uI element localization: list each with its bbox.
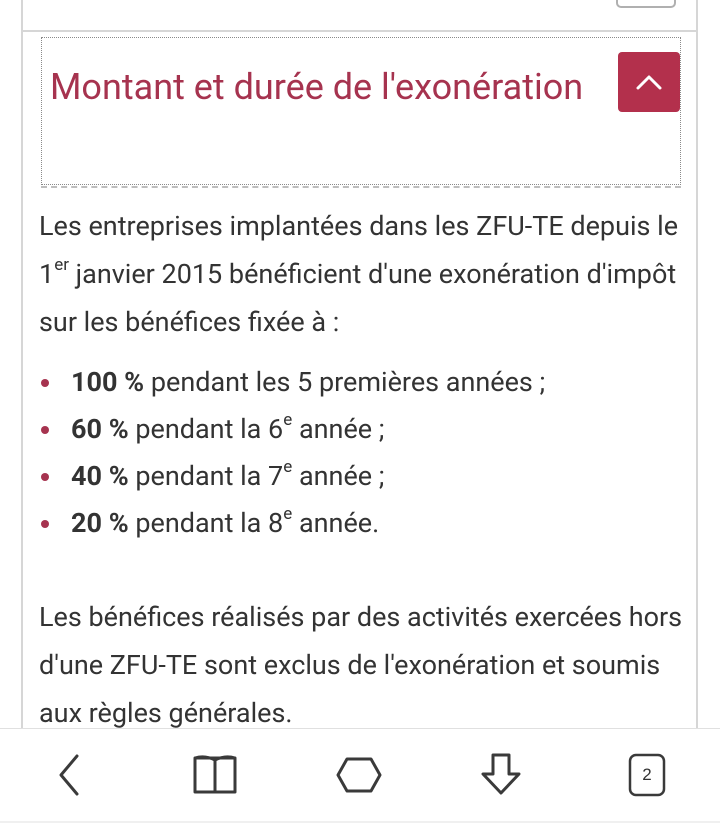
download-button[interactable]	[466, 745, 536, 805]
previous-section-toggle[interactable]	[616, 0, 676, 8]
tabs-button[interactable]: 2	[612, 745, 682, 805]
content-card: Montant et durée de l'exonération Les en…	[21, 0, 698, 728]
tabs-count: 2	[642, 765, 652, 784]
list-item: 60 % pendant la 6e année ;	[39, 406, 689, 453]
back-button[interactable]	[36, 745, 106, 805]
list-item: 20 % pendant la 8e année.	[39, 500, 689, 547]
bullet-icon	[41, 520, 49, 528]
section-divider	[23, 30, 696, 32]
collapse-button[interactable]	[618, 52, 680, 112]
book-icon	[193, 755, 237, 794]
home-icon	[336, 757, 382, 793]
intro-paragraph: Les entreprises implantées dans les ZFU-…	[39, 210, 679, 338]
browser-bottom-toolbar: 2	[0, 728, 720, 823]
list-item: 40 % pendant la 7e année ;	[39, 453, 689, 500]
tabs-icon	[628, 753, 666, 797]
list-item: 100 % pendant les 5 premières années ;	[39, 359, 689, 406]
accordion-header[interactable]: Montant et durée de l'exonération	[41, 37, 681, 185]
home-button[interactable]	[324, 745, 394, 805]
accordion-title: Montant et durée de l'exonération	[50, 66, 584, 108]
bookmarks-button[interactable]	[180, 745, 250, 805]
exemption-rate-list: 100 % pendant les 5 premières années ; 6…	[39, 359, 689, 547]
bullet-icon	[41, 379, 49, 387]
second-paragraph: Les bénéfices réalisés par des activités…	[39, 601, 683, 728]
chevron-up-icon	[636, 75, 662, 90]
chevron-left-icon	[59, 754, 79, 796]
toolbar-bottom-edge	[0, 821, 720, 823]
bullet-icon	[41, 473, 49, 481]
accordion-content: Les entreprises implantées dans les ZFU-…	[39, 202, 689, 728]
bullet-icon	[41, 426, 49, 434]
accordion-divider	[41, 186, 681, 188]
download-arrow-icon	[481, 753, 521, 795]
